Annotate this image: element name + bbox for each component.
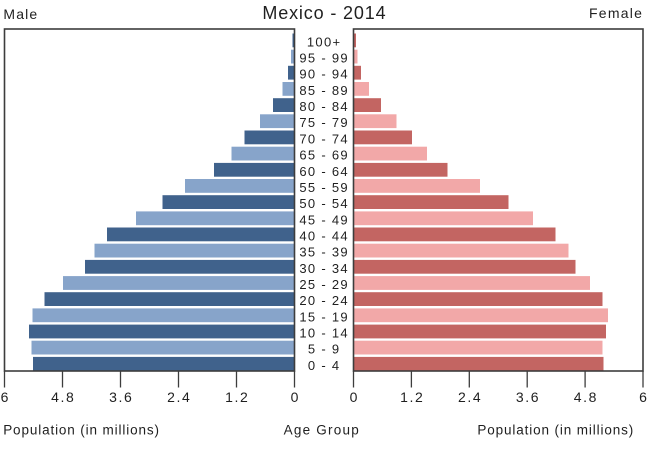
svg-text:Age Group: Age Group (284, 423, 360, 438)
svg-text:0: 0 (291, 389, 299, 405)
svg-text:75 - 79: 75 - 79 (299, 115, 349, 130)
svg-text:4.8: 4.8 (574, 389, 598, 405)
svg-text:0: 0 (350, 389, 358, 405)
svg-text:6: 6 (639, 389, 647, 405)
svg-text:55 - 59: 55 - 59 (299, 180, 349, 195)
svg-text:100+: 100+ (307, 34, 341, 49)
svg-text:15 - 19: 15 - 19 (299, 309, 349, 324)
svg-text:Male: Male (3, 6, 38, 22)
svg-text:3.6: 3.6 (109, 389, 133, 405)
svg-text:2.4: 2.4 (458, 389, 482, 405)
svg-text:Population (in millions): Population (in millions) (477, 422, 634, 437)
svg-text:45 - 49: 45 - 49 (299, 212, 349, 227)
svg-text:2.4: 2.4 (167, 389, 191, 405)
svg-text:65 - 69: 65 - 69 (299, 148, 349, 163)
svg-text:Mexico - 2014: Mexico - 2014 (262, 3, 386, 23)
svg-text:50 - 54: 50 - 54 (299, 196, 349, 211)
svg-text:5 - 9: 5 - 9 (308, 342, 341, 357)
svg-text:4.8: 4.8 (51, 389, 75, 405)
svg-text:95 - 99: 95 - 99 (299, 51, 349, 66)
svg-text:60 - 64: 60 - 64 (299, 164, 349, 179)
svg-text:Population (in millions): Population (in millions) (3, 422, 160, 437)
svg-text:0 - 4: 0 - 4 (308, 358, 341, 373)
svg-text:80 - 84: 80 - 84 (299, 99, 349, 114)
svg-text:10 - 14: 10 - 14 (299, 326, 349, 341)
svg-text:30 - 34: 30 - 34 (299, 261, 349, 276)
svg-text:6: 6 (1, 389, 9, 405)
svg-text:1.2: 1.2 (400, 389, 424, 405)
svg-text:40 - 44: 40 - 44 (299, 228, 349, 243)
svg-text:90 - 94: 90 - 94 (299, 67, 349, 82)
svg-text:3.6: 3.6 (516, 389, 540, 405)
svg-text:1.2: 1.2 (225, 389, 249, 405)
svg-text:Female: Female (589, 5, 643, 21)
svg-text:35 - 39: 35 - 39 (299, 245, 349, 260)
svg-text:20 - 24: 20 - 24 (299, 293, 349, 308)
svg-text:25 - 29: 25 - 29 (299, 277, 349, 292)
svg-text:70 - 74: 70 - 74 (299, 131, 349, 146)
svg-text:85 - 89: 85 - 89 (299, 83, 349, 98)
